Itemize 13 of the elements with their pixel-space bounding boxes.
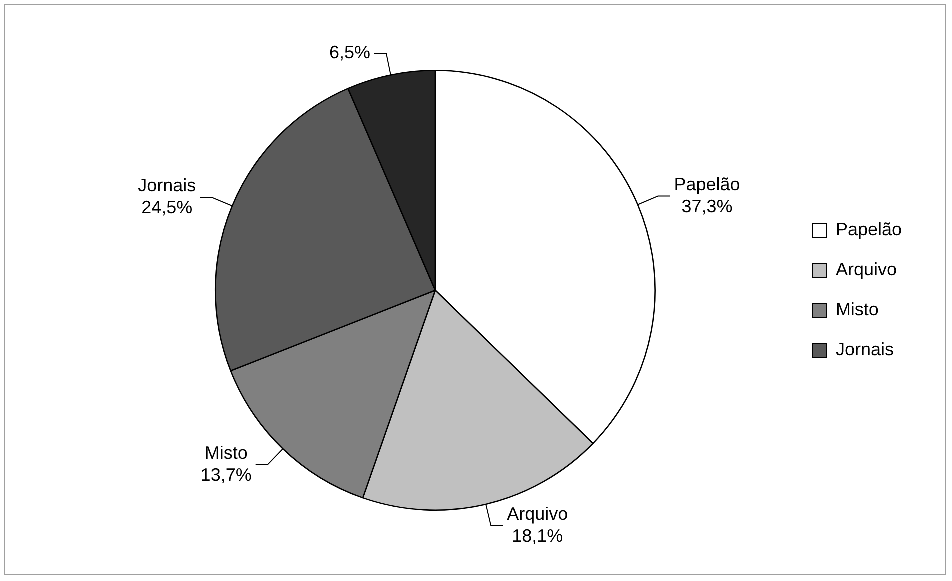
legend-label: Misto <box>836 299 879 320</box>
data-label: 24,5% <box>142 198 193 218</box>
legend-label: Arquivo <box>836 259 897 280</box>
legend-label: Papelão <box>836 219 902 240</box>
legend-label: Jornais <box>836 339 894 360</box>
slice-label: Arquivo <box>507 504 568 524</box>
data-label: 18,1% <box>512 526 564 546</box>
data-label: 6,5% <box>329 42 370 63</box>
slice-label: Jornais <box>138 176 196 196</box>
data-label: 37,3% <box>682 196 733 216</box>
slice-label: Papelão <box>674 174 740 194</box>
slice-label: Misto <box>204 442 248 463</box>
data-label: 13,7% <box>200 464 252 485</box>
